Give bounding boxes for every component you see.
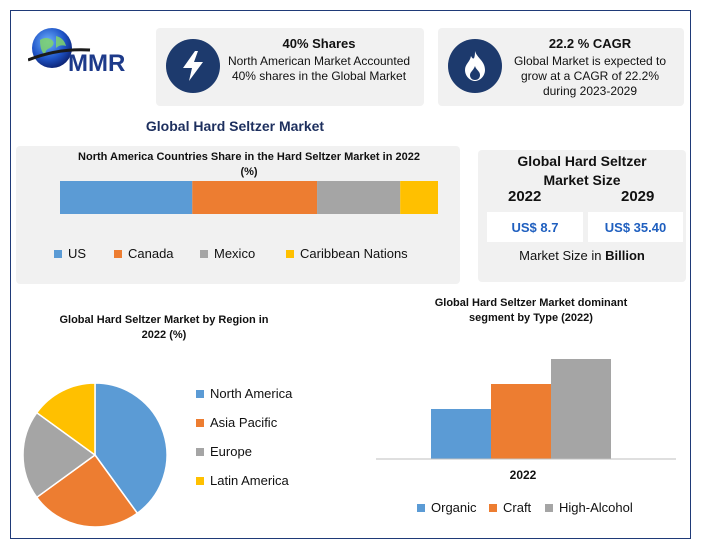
cagr-card: 22.2 % CAGR Global Market is expected to… [438, 28, 684, 106]
legend-swatch [196, 418, 204, 427]
market-size-unit: Market Size in Billion [478, 248, 686, 263]
legend-swatch [196, 389, 204, 398]
segment-bar-title: Global Hard Seltzer Market dominant segm… [410, 296, 652, 326]
shares-card: 40% Shares North American Market Account… [156, 28, 424, 106]
legend-item: US [54, 246, 86, 261]
legend-swatch [114, 249, 122, 258]
lightning-icon [166, 39, 220, 93]
segment-bar-title-line2: segment by Type (2022) [469, 312, 593, 324]
legend-swatch [200, 249, 208, 258]
legend-label: Latin America [210, 473, 289, 488]
legend-swatch [54, 249, 62, 258]
bar-segment-canada [192, 181, 318, 214]
mmr-logo: MMR [27, 26, 148, 82]
legend-item: Asia Pacific [196, 415, 277, 430]
legend-item: Canada [114, 246, 174, 261]
market-size-title: Global Hard Seltzer Market Size [478, 152, 686, 190]
value-end: US$ 35.40 [604, 219, 667, 235]
cagr-desc-line1: Global Market is expected to [513, 54, 667, 68]
legend-swatch [489, 503, 497, 512]
column-high-alcohol [551, 359, 611, 459]
column-organic [431, 409, 491, 459]
segment-bar-legend: Organic Craft High-Alcohol [417, 500, 667, 518]
market-size-title-line1: Global Hard Seltzer [517, 153, 647, 169]
legend-swatch [196, 476, 204, 485]
legend-item: Latin America [196, 473, 289, 488]
shares-title: 40% Shares [282, 36, 356, 51]
legend-item: Craft [489, 500, 531, 515]
bar-segment-mexico [317, 181, 401, 214]
stacked-bar-legend: US Canada Mexico Caribbean Nations [54, 246, 454, 264]
region-pie-title: Global Hard Seltzer Market by Region in … [30, 313, 298, 343]
region-pie-title-line2: 2022 (%) [141, 329, 187, 341]
country-share-title-line2: (%) [240, 166, 258, 178]
segment-bar-title-line1: Global Hard Seltzer Market dominant [434, 297, 628, 309]
legend-swatch [545, 503, 553, 512]
shares-desc-line1: North American Market Accounted [227, 54, 411, 68]
country-share-title-line1: North America Countries Share in the Har… [78, 151, 420, 163]
globe-logo-icon: MMR [27, 28, 125, 77]
region-pie-legend: North America Asia Pacific Europe Latin Ame… [196, 386, 336, 496]
legend-label: Caribbean Nations [300, 246, 408, 261]
legend-item: Mexico [200, 246, 255, 261]
flame-icon [448, 39, 502, 93]
pie-slice-north-america [94, 382, 168, 515]
shares-desc-line2: 40% shares in the Global Market [231, 69, 407, 83]
value-start-box: US$ 8.7 [487, 212, 583, 242]
infographic-frame [10, 10, 691, 539]
legend-label: Canada [128, 246, 174, 261]
unit-prefix: Market Size in [519, 248, 606, 263]
legend-label: Asia Pacific [210, 415, 278, 430]
legend-label: US [68, 246, 87, 261]
country-share-title: North America Countries Share in the Har… [60, 150, 438, 180]
cagr-desc-line3: during 2023-2029 [542, 84, 638, 98]
cagr-title: 22.2 % CAGR [548, 36, 632, 51]
legend-label: Organic [431, 500, 477, 515]
legend-item: North America [196, 386, 292, 401]
market-size-title-line2: Market Size [543, 172, 621, 188]
legend-label: Craft [503, 500, 532, 515]
legend-swatch [196, 447, 204, 456]
legend-label: North America [210, 386, 293, 401]
legend-swatch [286, 249, 294, 258]
x-tick-label: 2022 [510, 468, 537, 482]
region-pie-title-line1: Global Hard Seltzer Market by Region in [59, 314, 269, 326]
shares-desc: North American Market Accounted 40% shar… [220, 54, 418, 84]
stacked-bar-chart [60, 181, 438, 214]
bar-segment-us [60, 181, 193, 214]
year-start: 2022 [508, 188, 542, 205]
year-end: 2029 [621, 188, 655, 205]
legend-item: Organic [417, 500, 477, 515]
column-craft [491, 384, 551, 459]
country-share-card [16, 146, 460, 284]
legend-label: Mexico [214, 246, 256, 261]
legend-item: High-Alcohol [545, 500, 633, 515]
pie-slice-asia-pacific [35, 453, 139, 528]
pie-slice-europe [22, 411, 97, 499]
cagr-desc-line2: grow at a CAGR of 22.2% [520, 69, 660, 83]
segment-bar-chart: 2022 [376, 359, 676, 482]
legend-item: Caribbean Nations [286, 246, 408, 261]
logo-text: MMR [68, 50, 125, 77]
value-start: US$ 8.7 [511, 219, 559, 235]
region-pie-chart [22, 382, 168, 528]
pie-slice-latin-america [35, 382, 96, 457]
legend-swatch [417, 503, 425, 512]
bar-segment-caribbean-nations [400, 181, 438, 214]
value-end-box: US$ 35.40 [588, 212, 683, 242]
legend-item: Europe [196, 444, 252, 459]
legend-label: Europe [210, 444, 252, 459]
unit-bold: Billion [605, 248, 645, 263]
cagr-desc: Global Market is expected to grow at a C… [502, 54, 678, 99]
main-title: Global Hard Seltzer Market [145, 118, 325, 134]
legend-label: High-Alcohol [559, 500, 633, 515]
